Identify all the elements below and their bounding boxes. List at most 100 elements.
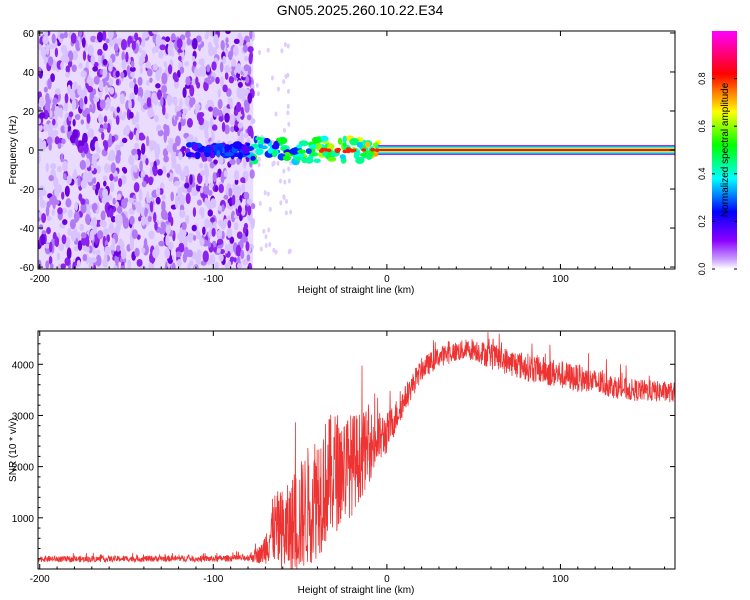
noise-speckle [202, 226, 206, 236]
noise-speckle [233, 38, 240, 45]
colorbar-tick-label: 0.0 [697, 263, 707, 276]
noise-speckle [119, 93, 125, 105]
noise-speckle [175, 135, 181, 147]
colorbar-ticks: 0.0 0.2 0.4 0.6 0.8 [697, 72, 737, 275]
noise-speckle [115, 223, 121, 232]
noise-speckle [141, 247, 146, 254]
noise-speckle [286, 103, 290, 109]
noise-speckle [184, 61, 190, 67]
noise-speckle [200, 58, 205, 66]
noise-speckle [145, 91, 151, 98]
noise-speckle [199, 237, 205, 247]
noise-speckle [231, 58, 237, 67]
noise-speckle [235, 101, 242, 113]
noise-speckle [149, 111, 155, 117]
noise-speckle [196, 230, 201, 240]
noise-speckle [47, 78, 52, 90]
noise-speckle [181, 229, 187, 237]
noise-speckle [179, 98, 183, 110]
noise-speckle [178, 121, 182, 132]
onset-blob [349, 137, 359, 146]
noise-speckle [80, 70, 87, 78]
spectrogram-y-tick-label: -40 [20, 224, 35, 235]
noise-speckle [57, 207, 63, 215]
snr-x-tick-label: 100 [552, 574, 569, 585]
noise-speckle [140, 134, 146, 141]
noise-speckle [282, 127, 286, 133]
noise-speckle [187, 262, 192, 269]
colorbar-tick-label: 0.6 [697, 120, 707, 133]
noise-speckle [140, 151, 145, 163]
noise-speckle [90, 164, 95, 171]
noise-speckle [263, 190, 267, 196]
spectrogram-y-tick-label: -20 [20, 185, 35, 196]
noise-speckle [38, 139, 43, 150]
noise-speckle [50, 163, 57, 170]
noise-speckle [220, 39, 225, 51]
noise-speckle [270, 75, 274, 81]
onset-blob [337, 137, 343, 145]
noise-speckle [262, 228, 266, 234]
noise-speckle [280, 48, 284, 54]
spectrogram-x-tick-label: 0 [384, 274, 390, 285]
noise-speckle [246, 114, 252, 121]
noise-speckle [202, 250, 209, 263]
noise-speckle [108, 86, 115, 95]
onset-hot-spot [370, 147, 376, 152]
noise-speckle [204, 197, 209, 206]
onset-blob [283, 151, 291, 157]
noise-speckle [241, 207, 246, 216]
noise-speckle [149, 77, 153, 84]
noise-speckle [131, 40, 137, 51]
noise-speckle [155, 143, 160, 155]
noise-speckle [207, 189, 213, 196]
onset-blob [356, 141, 364, 148]
noise-speckle [206, 99, 213, 106]
noise-speckle [126, 64, 131, 77]
noise-speckle [128, 154, 135, 166]
noise-speckle [73, 228, 78, 237]
noise-speckle [90, 54, 96, 66]
noise-speckle [51, 103, 56, 112]
noise-speckle [244, 55, 249, 62]
noise-speckle [83, 141, 89, 154]
noise-speckle [166, 94, 173, 104]
noise-speckle [71, 82, 77, 91]
noise-speckle [67, 59, 73, 68]
noise-speckle [71, 98, 77, 111]
noise-speckle [155, 69, 161, 82]
noise-speckle [68, 111, 74, 118]
noise-speckle [102, 228, 110, 236]
noise-speckle [75, 137, 79, 147]
noise-speckle [101, 197, 107, 204]
noise-speckle [208, 182, 214, 188]
noise-speckle [170, 216, 174, 227]
noise-speckle [134, 32, 139, 41]
noise-speckle [176, 258, 182, 267]
noise-speckle [173, 76, 179, 83]
noise-speckle [61, 234, 67, 245]
noise-speckle [63, 31, 68, 39]
noise-speckle [120, 39, 127, 51]
noise-speckle [149, 201, 154, 213]
noise-speckle [55, 88, 61, 96]
noise-speckle [93, 75, 100, 85]
noise-speckle [160, 96, 164, 107]
noise-speckle [94, 140, 99, 150]
noise-speckle [72, 261, 77, 269]
noise-speckle [93, 96, 100, 103]
noise-speckle [232, 45, 239, 57]
spectrogram-y-tick-label: 60 [23, 29, 35, 40]
noise-speckle [272, 160, 276, 166]
noise-speckle [45, 92, 50, 103]
noise-speckle [45, 163, 49, 173]
noise-speckle [81, 236, 88, 246]
noise-speckle [266, 191, 270, 197]
noise-speckle [221, 204, 225, 212]
noise-speckle [191, 55, 196, 62]
noise-speckle [52, 118, 56, 126]
noise-speckle [134, 142, 140, 150]
noise-speckle [248, 53, 253, 65]
noise-speckle [141, 142, 146, 155]
noise-speckle [131, 229, 138, 239]
